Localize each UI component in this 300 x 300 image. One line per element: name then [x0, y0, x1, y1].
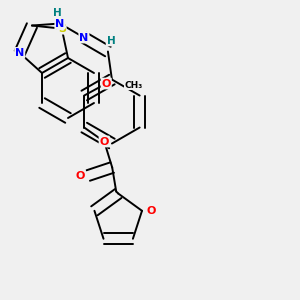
Text: N: N [79, 32, 88, 43]
Text: O: O [100, 136, 109, 146]
Text: S: S [58, 24, 66, 34]
Text: N: N [15, 48, 24, 58]
Text: O: O [76, 170, 85, 181]
Text: N: N [55, 19, 64, 28]
Text: H: H [52, 8, 61, 17]
Text: H: H [106, 35, 115, 46]
Text: O: O [101, 79, 111, 88]
Text: O: O [146, 206, 156, 216]
Text: CH₃: CH₃ [124, 81, 142, 90]
